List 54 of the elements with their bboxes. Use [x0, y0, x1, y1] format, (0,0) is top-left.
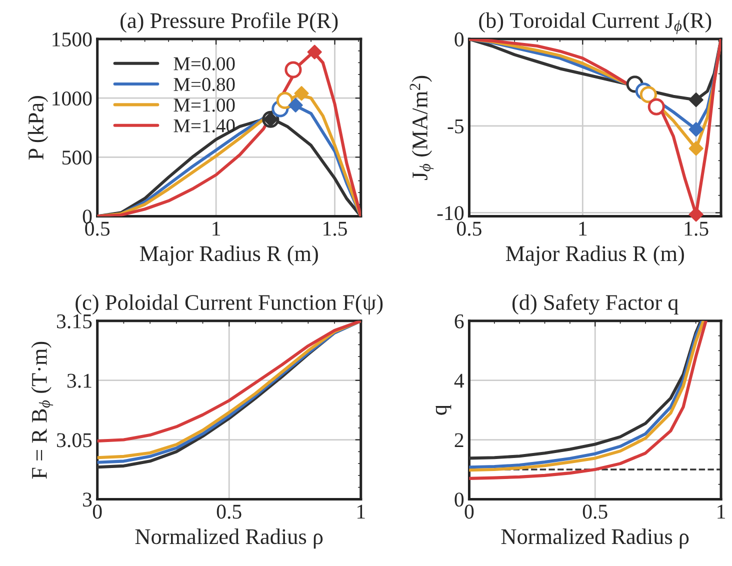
x-tick-label: 0.5 — [85, 222, 110, 236]
chart-title: (c) Poloidal Current Function F(ψ) — [76, 294, 383, 315]
y-tick-label: 0 — [82, 210, 92, 224]
y-tick-label: 1000 — [52, 91, 92, 106]
y-axis-title: F = R B$_{ϕ}$ (T·m) — [31, 342, 54, 479]
x-axis-title: Major Radius R (m) — [506, 246, 684, 266]
point — [688, 92, 704, 108]
x-tick-label: 1 — [358, 504, 365, 519]
x-tick-label: 1.5 — [324, 222, 347, 236]
y-tick-label: 1500 — [52, 32, 92, 46]
point — [640, 86, 657, 104]
point — [288, 98, 303, 112]
x-tick-label: 1 — [718, 504, 725, 519]
point — [307, 44, 322, 60]
y-axis-title: q — [436, 404, 452, 415]
point — [688, 141, 704, 156]
point — [648, 98, 665, 116]
legend-label: M=0.00 — [174, 57, 235, 70]
y-tick-label: 500 — [62, 150, 92, 165]
x-axis-title: Normalized Radius ρ — [135, 528, 323, 549]
y-tick-label: -5 — [448, 119, 464, 134]
x-tick-label: 0.5 — [456, 222, 482, 236]
y-tick-label: -10 — [437, 206, 464, 220]
point — [688, 207, 704, 222]
legend-label: M=1.40 — [174, 119, 235, 132]
y-tick-label: 3.05 — [57, 433, 92, 448]
point — [284, 61, 302, 78]
x-tick-label: 1 — [579, 222, 587, 236]
x-tick-label: 0 — [464, 504, 474, 519]
y-tick-label: 3.1 — [67, 374, 92, 388]
point — [276, 92, 294, 109]
legend-label: M=0.80 — [174, 78, 235, 92]
y-tick-label: 4 — [454, 374, 464, 388]
y-tick-label: 3.15 — [57, 314, 92, 328]
y-axis-title: J$_{ϕ}$ (MA/m$^{2}$) — [410, 76, 434, 180]
chart-title: (b) Toroidal Current J$_{ϕ}$(R) — [479, 12, 712, 34]
x-tick-label: 1.5 — [684, 222, 708, 236]
chart-title: (d) Safety Factor q — [512, 294, 678, 315]
x-tick-label: 0.5 — [216, 504, 242, 519]
y-tick-label: 0 — [454, 32, 464, 46]
y-axis-title: P (kPa) — [28, 96, 48, 160]
x-tick-label: 0 — [92, 504, 102, 519]
y-tick-label: 2 — [454, 433, 464, 448]
y-tick-label: 3 — [83, 492, 92, 507]
point — [294, 86, 309, 101]
x-axis-title: Normalized Radius ρ — [501, 528, 689, 549]
x-axis-title: Major Radius R (m) — [140, 246, 318, 266]
point — [688, 122, 704, 137]
x-tick-label: 1 — [212, 222, 220, 236]
y-tick-label: 0 — [454, 492, 464, 507]
x-tick-label: 0.5 — [582, 504, 608, 519]
y-tick-label: 6 — [454, 314, 464, 328]
chart-title: (a) Pressure Profile P(R) — [120, 12, 338, 33]
legend-label: M=1.00 — [174, 98, 235, 112]
